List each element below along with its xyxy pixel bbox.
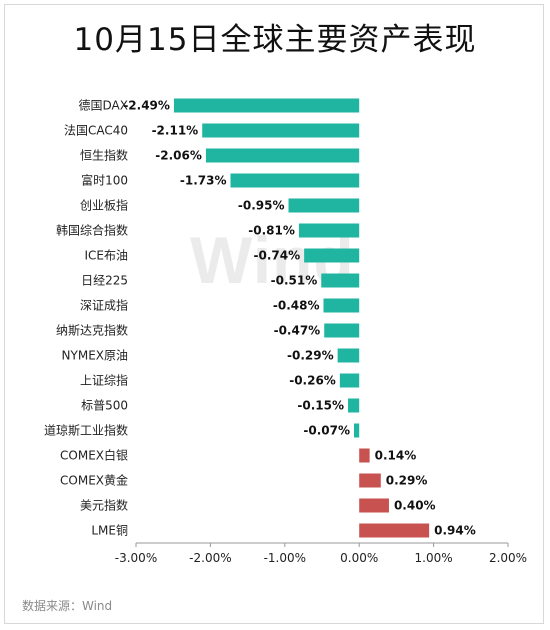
data-label: -0.95% (238, 199, 285, 213)
bar (324, 323, 360, 338)
bar (304, 248, 360, 263)
x-tick-label: 0.00% (340, 551, 378, 565)
data-label: -1.73% (180, 174, 227, 188)
bar (323, 298, 360, 313)
category-label: 标普500 (81, 399, 128, 413)
source-note: 数据来源：Wind (22, 599, 113, 613)
category-label: 韩国综合指数 (56, 223, 128, 238)
category-label: 道琼斯工业指数 (44, 423, 128, 438)
bar (359, 448, 370, 463)
bar (359, 523, 430, 538)
bar (337, 348, 360, 363)
bar (353, 423, 360, 438)
data-label: -2.06% (155, 149, 202, 163)
x-tick-label: -2.00% (189, 551, 231, 565)
category-label: 日经225 (81, 274, 128, 288)
data-label: -0.74% (254, 249, 301, 263)
data-label: 0.40% (394, 499, 436, 513)
category-label: 恒生指数 (80, 148, 128, 163)
category-label: LME铜 (91, 523, 128, 538)
x-tick-label: 2.00% (489, 551, 527, 565)
category-label: 创业板指 (80, 198, 128, 213)
category-label: ICE布油 (84, 249, 128, 263)
data-label: 0.14% (375, 449, 417, 463)
data-label: -0.48% (273, 299, 320, 313)
category-label: 纳斯达克指数 (56, 323, 128, 338)
data-label: -0.47% (274, 324, 321, 338)
data-label: -0.29% (287, 349, 334, 363)
bar (359, 473, 381, 488)
x-tick-label: -1.00% (264, 551, 306, 565)
data-label: 0.94% (434, 524, 476, 538)
data-label: -0.81% (248, 224, 295, 238)
category-label: 德国DAX (79, 98, 128, 113)
bar (298, 223, 360, 238)
category-label: COMEX白银 (60, 448, 128, 463)
category-label: 上证综指 (80, 373, 128, 388)
data-label: -2.49% (123, 99, 170, 113)
data-label: -0.15% (297, 399, 344, 413)
bar (288, 198, 360, 213)
data-label: 0.29% (386, 474, 428, 488)
category-label: 深证成指 (80, 298, 128, 313)
category-label: 法国CAC40 (64, 124, 128, 138)
bar (359, 498, 389, 513)
category-label: COMEX黄金 (60, 473, 128, 488)
x-tick-label: -3.00% (115, 551, 157, 565)
category-label: 富时100 (81, 173, 128, 188)
bar (348, 398, 360, 413)
category-label: NYMEX原油 (62, 349, 128, 363)
bar (173, 98, 360, 113)
data-label: -0.26% (289, 374, 336, 388)
x-tick-label: 1.00% (415, 551, 453, 565)
category-label: 美元指数 (80, 498, 128, 513)
data-label: -0.07% (303, 424, 350, 438)
bar (339, 373, 360, 388)
bar (230, 173, 360, 188)
bar (321, 273, 360, 288)
data-label: -2.11% (152, 124, 199, 138)
chart-title: 10月15日全球主要资产表现 (73, 22, 477, 58)
bar (202, 123, 360, 138)
data-label: -0.51% (271, 274, 318, 288)
bar (205, 148, 360, 163)
